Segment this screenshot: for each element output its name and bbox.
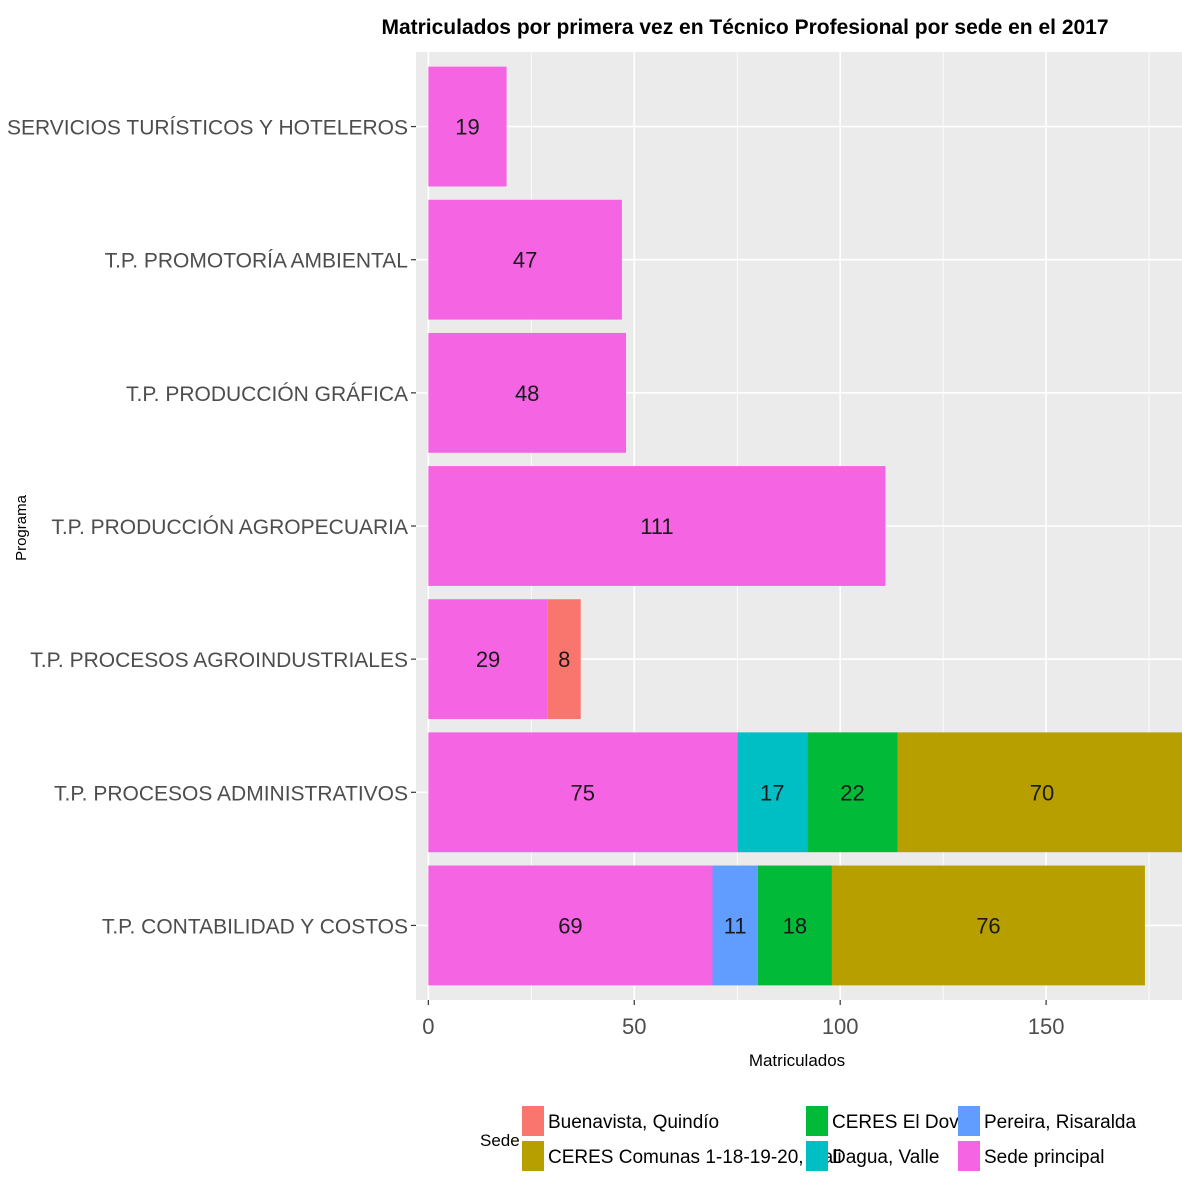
- bar-value-label: 47: [513, 248, 537, 273]
- y-tick-label: T.P. PROCESOS ADMINISTRATIVOS: [54, 782, 408, 805]
- y-tick-label: T.P. CONTABILIDAD Y COSTOS: [102, 915, 408, 938]
- legend-title: Sede: [480, 1131, 520, 1150]
- legend-label: CERES Comunas 1-18-19-20, Cali: [548, 1147, 842, 1168]
- bar-value-labels: 19 47 48 111 29 8 75 17 22 70 69 11 18 76: [455, 115, 1054, 939]
- bar-segment: [897, 732, 1182, 853]
- legend-key: [522, 1106, 544, 1136]
- bar-value-label: 76: [976, 913, 1000, 938]
- bar-value-label: 75: [571, 780, 595, 805]
- y-tick-label: T.P. PROMOTORÍA AMBIENTAL: [105, 250, 408, 273]
- x-tick-label: 100: [822, 1014, 859, 1039]
- y-tick-label: T.P. PRODUCCIÓN AGROPECUARIA: [51, 516, 408, 539]
- bar-segment: [831, 865, 1145, 986]
- bar-value-label: 69: [558, 913, 582, 938]
- bar-segment: [428, 199, 622, 320]
- bar-value-label: 29: [476, 647, 500, 672]
- legend-label: Sede principal: [984, 1147, 1104, 1168]
- legend-label: Dagua, Valle: [832, 1147, 939, 1168]
- bar-segment: [547, 599, 581, 720]
- legend-key: [522, 1141, 544, 1171]
- legend-label: Buenavista, Quindío: [548, 1112, 719, 1133]
- x-tick-label: 0: [422, 1014, 434, 1039]
- legend-key: [958, 1141, 980, 1171]
- bar-value-label: 111: [640, 514, 673, 539]
- bar-value-label: 17: [760, 780, 784, 805]
- chart-title: Matriculados por primera vez en Técnico …: [381, 16, 1108, 39]
- legend-label: CERES El Dovio: [832, 1112, 974, 1133]
- legend-key: [806, 1106, 828, 1136]
- bar-segment: [428, 66, 507, 187]
- y-tick-label: T.P. PRODUCCIÓN GRÁFICA: [126, 383, 408, 406]
- bar-segment: [737, 732, 808, 853]
- y-tick-label: T.P. SERVICIOS TURÍSTICOS Y HOTELEROS: [0, 117, 408, 140]
- legend: Sede Buenavista, Quindío CERES Comunas 1-…: [480, 1106, 1136, 1171]
- bar-value-label: 70: [1030, 780, 1054, 805]
- x-axis: 0 50 100 150: [422, 1000, 1064, 1039]
- x-axis-title: Matriculados: [749, 1051, 845, 1070]
- y-tick-label: T.P. PROCESOS AGROINDUSTRIALES: [30, 649, 408, 672]
- bar-value-label: 22: [840, 780, 864, 805]
- bar-value-label: 8: [558, 647, 570, 672]
- bar-segment: [712, 865, 758, 986]
- y-axis: T.P. SERVICIOS TURÍSTICOS Y HOTELEROS T.P…: [0, 117, 416, 938]
- bar-value-label: 19: [455, 115, 479, 140]
- bar-segment: [757, 865, 832, 986]
- bar-segment: [428, 466, 886, 586]
- bar-value-label: 18: [783, 913, 807, 938]
- x-tick-label: 50: [622, 1014, 646, 1039]
- bar-segment: [428, 865, 713, 986]
- legend-key: [958, 1106, 980, 1136]
- y-axis-title: Programa: [13, 494, 30, 561]
- bar-segment: [428, 732, 738, 853]
- x-tick-label: 150: [1028, 1014, 1065, 1039]
- bar-value-label: 11: [724, 913, 747, 938]
- legend-key: [806, 1141, 828, 1171]
- bar-segment: [428, 599, 548, 720]
- legend-label: Pereira, Risaralda: [984, 1112, 1136, 1133]
- bar-segment: [428, 332, 627, 453]
- bar-value-label: 48: [515, 381, 539, 406]
- bars: [428, 66, 1182, 986]
- bar-segment: [807, 732, 898, 853]
